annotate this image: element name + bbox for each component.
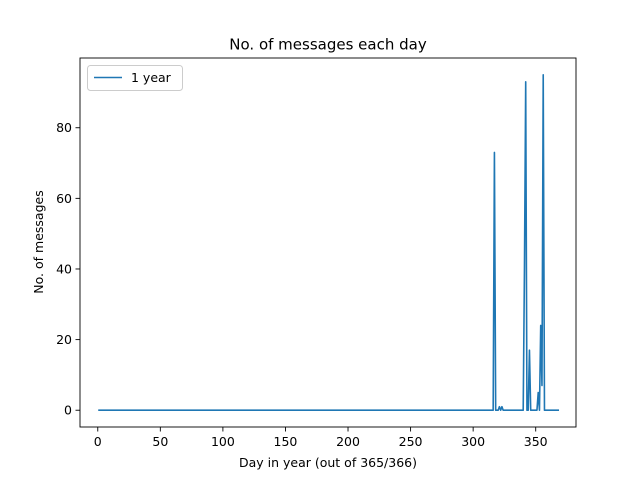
legend-box — [87, 65, 183, 91]
x-tick-label: 300 — [461, 434, 485, 449]
y-tick-label: 80 — [56, 120, 72, 135]
axes-frame — [79, 57, 577, 428]
series-line-0 — [98, 73, 560, 412]
legend: 1 year — [87, 65, 183, 91]
x-tick-label: 250 — [399, 434, 423, 449]
y-tick-label: 60 — [56, 191, 72, 206]
chart-title: No. of messages each day — [229, 36, 427, 54]
x-tick-label: 150 — [274, 434, 298, 449]
x-tick-label: 0 — [94, 434, 102, 449]
x-tick-label: 350 — [524, 434, 548, 449]
x-tick-label: 50 — [152, 434, 168, 449]
y-axis-label: No. of messages — [31, 190, 46, 293]
x-tick-label: 100 — [211, 434, 235, 449]
y-tick-label: 20 — [56, 332, 72, 347]
y-tick-label: 0 — [64, 403, 72, 418]
plot-area: 0 50 100 150 200 250 300 350 0 20 40 60 80 1 year — [56, 57, 577, 449]
x-axis-label: Day in year (out of 365/366) — [239, 455, 417, 470]
x-tick-label: 200 — [336, 434, 360, 449]
y-tick-label: 40 — [56, 261, 72, 276]
legend-label: 1 year — [131, 70, 172, 85]
